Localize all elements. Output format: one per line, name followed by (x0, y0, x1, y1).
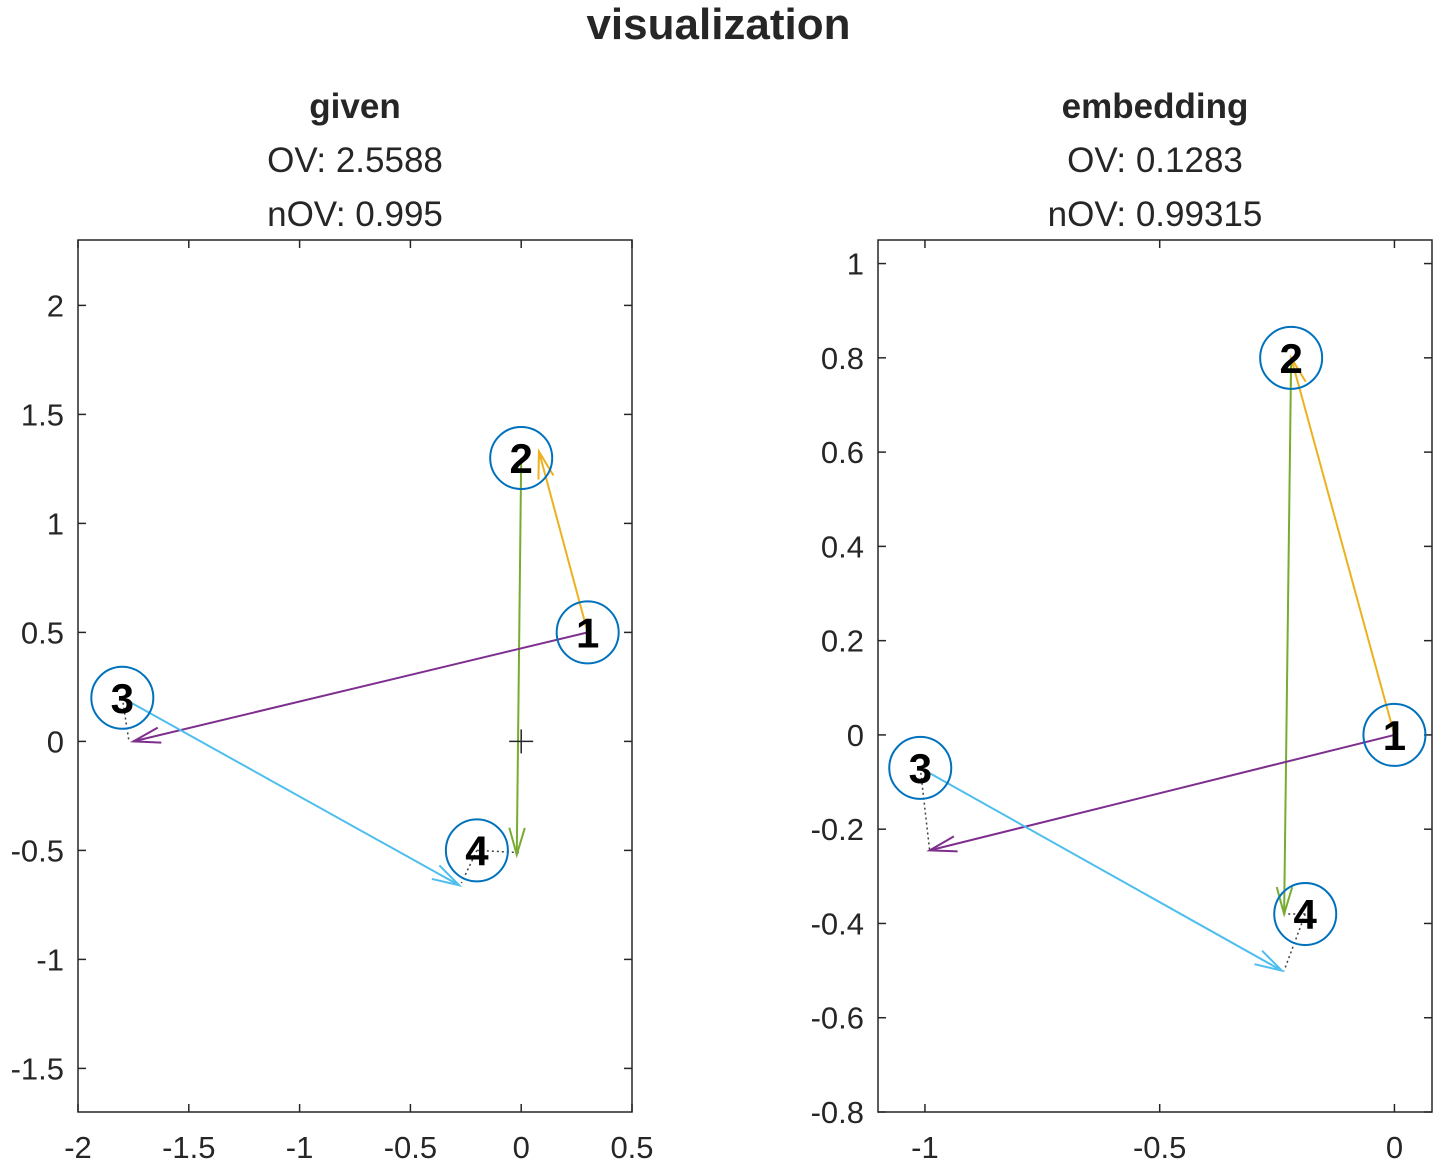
left-edge-arrow-3-4 (121, 696, 463, 888)
right-ytick-label: -0.4 (811, 906, 864, 941)
left-node-circle (555, 600, 620, 665)
right-node-3: 3 (888, 735, 953, 800)
right-node-circle (1259, 325, 1324, 390)
left-node-label: 4 (465, 827, 489, 874)
right-xtick-label: 0 (1386, 1130, 1403, 1165)
right-axes-box (877, 239, 1433, 1113)
left-node-circle (444, 818, 509, 883)
left-ytick-label: 1 (47, 506, 64, 541)
right-axes-title: embedding OV: 0.1283 nOV: 0.99315 (878, 80, 1432, 242)
right-data-layer (919, 354, 1396, 973)
left-xtick-label: -0.5 (384, 1130, 437, 1165)
left-node-label: 2 (510, 435, 533, 482)
left-xtick-label: 0.5 (610, 1130, 653, 1165)
right-ytick-label: -0.6 (811, 1001, 864, 1036)
left-offset-line (476, 849, 520, 854)
left-edge-arrow-1-3 (129, 631, 588, 744)
left-axes-ov-text: OV: 2.5588 (267, 141, 443, 180)
left-axes-title-name: given (309, 87, 401, 126)
left-data-layer (121, 447, 589, 888)
left-node-circle (489, 426, 554, 490)
right-xtick-label: -0.5 (1133, 1130, 1186, 1165)
left-ytick-label: 1.5 (21, 397, 64, 432)
left-xtick-label: -1.5 (162, 1130, 215, 1165)
figure-title: visualization (586, 0, 851, 49)
left-xtick-label: -1 (286, 1130, 314, 1165)
left-axes-nov-text: nOV: 0.995 (267, 195, 443, 234)
right-edge-arrow-1-2 (1289, 354, 1396, 736)
right-axes-title-name: embedding (1061, 87, 1249, 126)
right-edge-arrow-2-4 (1275, 357, 1294, 918)
right-xtick-label: -1 (911, 1130, 939, 1165)
left-node-1: 1 (555, 600, 620, 665)
right-node-label: 1 (1383, 712, 1406, 759)
left-xtick-label: -2 (64, 1130, 92, 1165)
right-ytick-label: 0.6 (821, 435, 864, 470)
left-xtick-label: 0 (513, 1130, 530, 1165)
right-ytick-label: 0 (847, 718, 864, 753)
left-ytick-label: 0 (47, 724, 64, 759)
left-node-4: 4 (444, 818, 509, 883)
right-node-circle (888, 735, 953, 800)
right-node-circle (1362, 702, 1427, 767)
right-node-4: 4 (1273, 882, 1338, 947)
right-offset-line (919, 767, 931, 851)
right-node-2: 2 (1259, 325, 1324, 390)
right-axes: -1 -0.5 0 -0.8 -0.6 -0.4 -0.2 0 0.2 0.4 0.6 0.8 1 1 2 3… (811, 239, 1433, 1165)
right-node-1: 1 (1362, 702, 1427, 767)
right-ytick-label: -0.8 (811, 1095, 864, 1130)
right-ytick-label: 0.8 (821, 341, 864, 376)
left-axes-title: given OV: 2.5588 nOV: 0.995 (78, 80, 632, 242)
right-ytick-label: 0.4 (821, 529, 864, 564)
right-edge-arrow-1-3 (926, 733, 1395, 853)
right-edge-arrow-3-4 (919, 767, 1285, 973)
left-center-marker (509, 729, 534, 754)
left-node-2: 2 (489, 426, 554, 490)
right-node-label: 4 (1294, 891, 1318, 938)
left-offset-line (121, 697, 130, 742)
left-ytick-label: 0.5 (21, 615, 64, 650)
right-node-label: 3 (909, 745, 932, 792)
right-ytick-label: 1 (847, 247, 864, 282)
right-ytick-label: -0.2 (811, 812, 864, 847)
right-axes-ov-text: OV: 0.1283 (1067, 141, 1243, 180)
left-node-circle (90, 665, 155, 730)
left-axes-box (77, 239, 633, 1113)
right-ytick-label: 0.2 (821, 624, 864, 659)
left-node-label: 1 (576, 609, 599, 656)
left-ytick-label: -0.5 (11, 833, 64, 868)
left-ytick-label: -1 (36, 942, 64, 977)
right-node-label: 2 (1279, 335, 1302, 382)
left-edge-arrow-1-2 (537, 447, 589, 633)
left-axes: -2 -1.5 -1 -0.5 0 0.5 -1.5 -1 -0.5 0 0.5 1 1.5 2 1 2 3 4 (11, 239, 654, 1165)
right-axes-nov-text: nOV: 0.99315 (1047, 195, 1263, 234)
left-edge-arrow-2-4 (508, 457, 526, 859)
left-ytick-label: 2 (47, 288, 64, 323)
left-ytick-label: -1.5 (11, 1051, 64, 1086)
right-node-circle (1273, 882, 1338, 947)
left-node-3: 3 (90, 665, 155, 730)
left-node-label: 3 (111, 675, 134, 722)
